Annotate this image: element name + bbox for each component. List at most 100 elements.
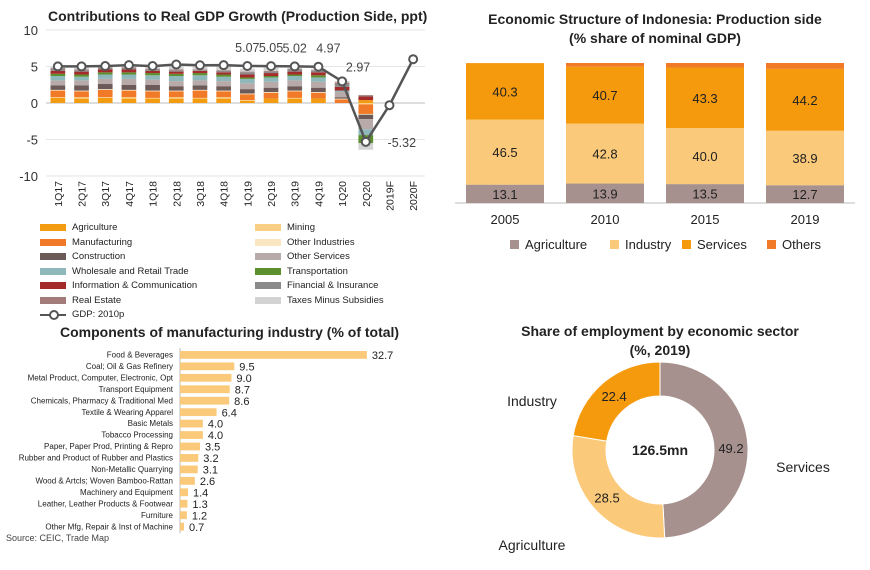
manufacturing-bar bbox=[180, 431, 203, 439]
manufacturing-bar bbox=[180, 385, 230, 394]
gdp-contrib-chart: 10 5 0 -5 -10 5.07 5.05 5.02 4.97 2.97 -5.32 1Q17 2Q… bbox=[19, 23, 425, 211]
gdp-bar-segment bbox=[358, 95, 374, 97]
gdp-growth-line bbox=[57, 58, 415, 145]
gdp-bar-segment bbox=[74, 97, 89, 99]
legend-swatch bbox=[255, 267, 281, 275]
gdp-xtick-label: 2Q19 bbox=[266, 181, 278, 207]
gdp-bar-segment bbox=[192, 73, 208, 76]
gdp-contrib-legend: Agriculture Mining Manufacturing Other Indu… bbox=[40, 222, 440, 322]
legend-label: Transportation bbox=[287, 265, 348, 277]
structure-legend-label: Services bbox=[697, 237, 747, 252]
gdp-bar-segment bbox=[74, 90, 89, 92]
gdp-bar-segment bbox=[97, 72, 113, 75]
gdp-bar-segment bbox=[97, 97, 113, 98]
gdp-bar-segment bbox=[145, 90, 160, 92]
manufacturing-value-label: 0.7 bbox=[189, 522, 204, 534]
gdp-point bbox=[147, 61, 158, 72]
gdp-xtick-label: 2019F bbox=[384, 181, 396, 211]
gdp-bar-segment bbox=[358, 103, 374, 105]
manufacturing-category-label: Basic Metals bbox=[128, 419, 173, 428]
structure-legend-label: Agriculture bbox=[525, 237, 587, 252]
gdp-bar-segment bbox=[240, 72, 255, 75]
gdp-bar-segment bbox=[287, 90, 303, 92]
gdp-bar-segment bbox=[240, 71, 255, 73]
gdp-point bbox=[194, 60, 205, 71]
gdp-xtick-label: 1Q19 bbox=[242, 181, 254, 207]
gdp-bar-segment bbox=[216, 70, 231, 71]
gdp-bar-segment bbox=[50, 90, 66, 98]
employment-subtitle: (%, 2019) bbox=[629, 342, 691, 358]
gdp-legend-item: Financial & Insurance bbox=[255, 280, 378, 291]
manufacturing-category-label: Chemicals, Pharmacy & Traditional Med bbox=[31, 396, 173, 405]
donut-center-label: 126.5mn bbox=[632, 442, 688, 458]
manufacturing-category-label: Tobacco Processing bbox=[101, 431, 173, 440]
manufacturing-title: Components of manufacturing industry (% … bbox=[60, 324, 400, 340]
gdp-xtick-label: 2020F bbox=[408, 181, 420, 211]
legend-swatch bbox=[255, 253, 281, 260]
gdp-bar-segment bbox=[263, 98, 279, 103]
gdp-bar-segment bbox=[50, 89, 66, 91]
gdp-ytick-label: 0 bbox=[31, 96, 38, 111]
structure-bar-segment bbox=[766, 130, 844, 186]
gdp-bar-segment bbox=[168, 81, 184, 87]
gdp-bar-segment bbox=[263, 87, 279, 93]
gdp-bar-segment bbox=[121, 84, 137, 90]
manufacturing-category-label: Textile & Wearing Apparel bbox=[82, 408, 174, 417]
gdp-bar-segment bbox=[192, 70, 208, 74]
gdp-bar-segment bbox=[192, 89, 208, 91]
gdp-bar-segment bbox=[263, 70, 279, 72]
gdp-bar-segment bbox=[358, 104, 374, 114]
employment-title-line: Share of employment by economic sector bbox=[521, 323, 799, 339]
gdp-bar-segment bbox=[97, 89, 113, 98]
gdp-bar-segment bbox=[311, 98, 326, 103]
legend-label: Wholesale and Retail Trade bbox=[72, 265, 189, 277]
manufacturing-category-label: Food & Beverages bbox=[107, 351, 173, 360]
structure-legend-swatch bbox=[767, 240, 776, 249]
gdp-bar-segment bbox=[50, 80, 66, 86]
gdp-bar-segment bbox=[97, 78, 113, 85]
employment-title: Share of employment by economic sector (… bbox=[480, 322, 840, 360]
structure-bar-segment bbox=[766, 185, 844, 203]
gdp-bar-segment bbox=[334, 90, 350, 93]
gdp-legend-item: Taxes Minus Subsidies bbox=[255, 295, 384, 306]
gdp-point bbox=[76, 61, 87, 72]
gdp-bar-segment bbox=[216, 74, 231, 77]
gdp-bar-segment bbox=[145, 84, 160, 91]
gdp-point bbox=[337, 76, 348, 87]
gdp-bar-segment bbox=[287, 98, 303, 103]
gdp-bar-segment bbox=[145, 79, 160, 85]
gdp-bar-segment bbox=[145, 98, 160, 103]
structure-data-label: 43.3 bbox=[692, 91, 717, 106]
gdp-bar-segment bbox=[50, 85, 66, 90]
structure-legend-label: Industry bbox=[625, 237, 672, 252]
gdp-legend-item: Other Services bbox=[255, 251, 350, 262]
gdp-bar-segment bbox=[50, 70, 66, 74]
structure-legend-swatch bbox=[682, 240, 691, 249]
legend-label: Financial & Insurance bbox=[287, 280, 379, 291]
manufacturing-bar bbox=[180, 362, 235, 371]
gdp-bar-segment bbox=[334, 98, 350, 100]
gdp-bar-segment bbox=[263, 92, 279, 99]
gdp-point bbox=[242, 60, 253, 71]
gdp-bar-segment bbox=[50, 97, 66, 103]
gdp-bar-segment bbox=[216, 90, 231, 92]
gdp-bar-segment bbox=[74, 74, 89, 77]
donut-value-label: 49.2 bbox=[718, 441, 743, 456]
manufacturing-value-label: 4.0 bbox=[208, 430, 223, 442]
gdp-bar-segment bbox=[311, 92, 326, 93]
gdp-data-label: 5.02 bbox=[283, 41, 307, 55]
structure-data-label: 13.1 bbox=[492, 187, 517, 202]
manufacturing-category-label: Coal; Oil & Gas Refinery bbox=[86, 362, 173, 371]
gdp-bar-segment bbox=[287, 86, 303, 91]
gdp-xtick-label: 4Q19 bbox=[313, 181, 325, 207]
gdp-ytick-label: -5 bbox=[26, 133, 38, 148]
gdp-bar-segment bbox=[74, 80, 89, 86]
gdp-bar-segment bbox=[168, 90, 184, 92]
gdp-xtick-label: 1Q17 bbox=[53, 181, 65, 207]
gdp-bar-segment bbox=[287, 91, 303, 98]
gdp-bar-segment bbox=[121, 98, 137, 103]
manufacturing-bar bbox=[180, 396, 230, 405]
structure-bar-segment bbox=[666, 63, 744, 68]
gdp-bar-segment bbox=[50, 73, 66, 76]
gdp-bar-segment bbox=[358, 100, 374, 103]
